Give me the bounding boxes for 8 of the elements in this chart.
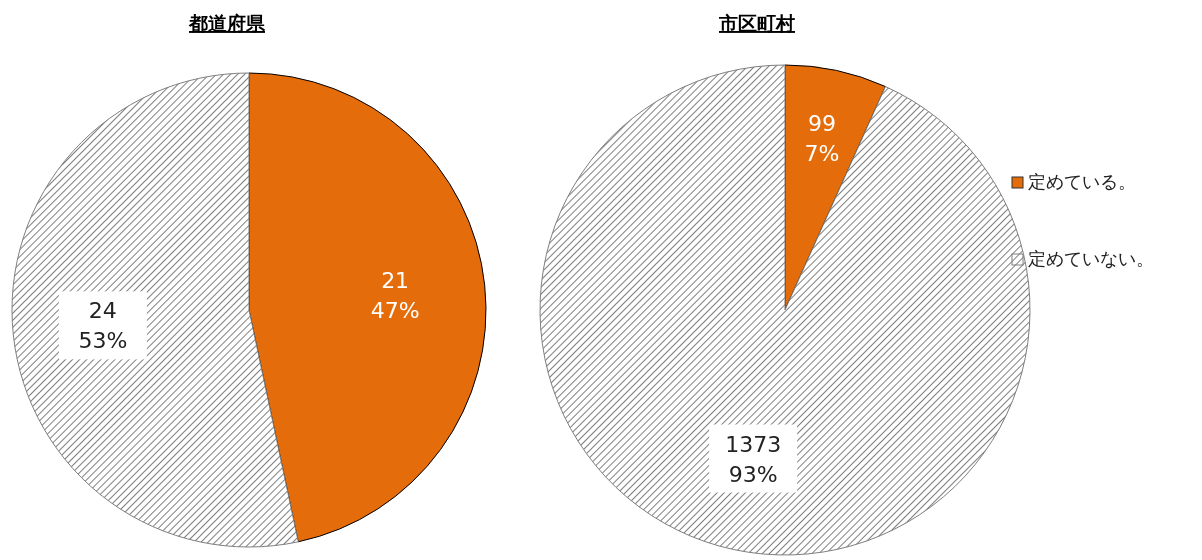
slice-label: 定めていない。	[1028, 248, 1154, 269]
legend-label: 定めている。	[1028, 171, 1136, 192]
data-label: 21 47%	[370, 267, 420, 323]
data-label: 99 7%	[804, 110, 840, 166]
chart-title: 市区町村	[718, 12, 795, 34]
data-label: 24 53%	[78, 298, 128, 354]
data-label: 1373 93%	[725, 431, 782, 487]
chart-title: 都道府県	[188, 12, 266, 34]
